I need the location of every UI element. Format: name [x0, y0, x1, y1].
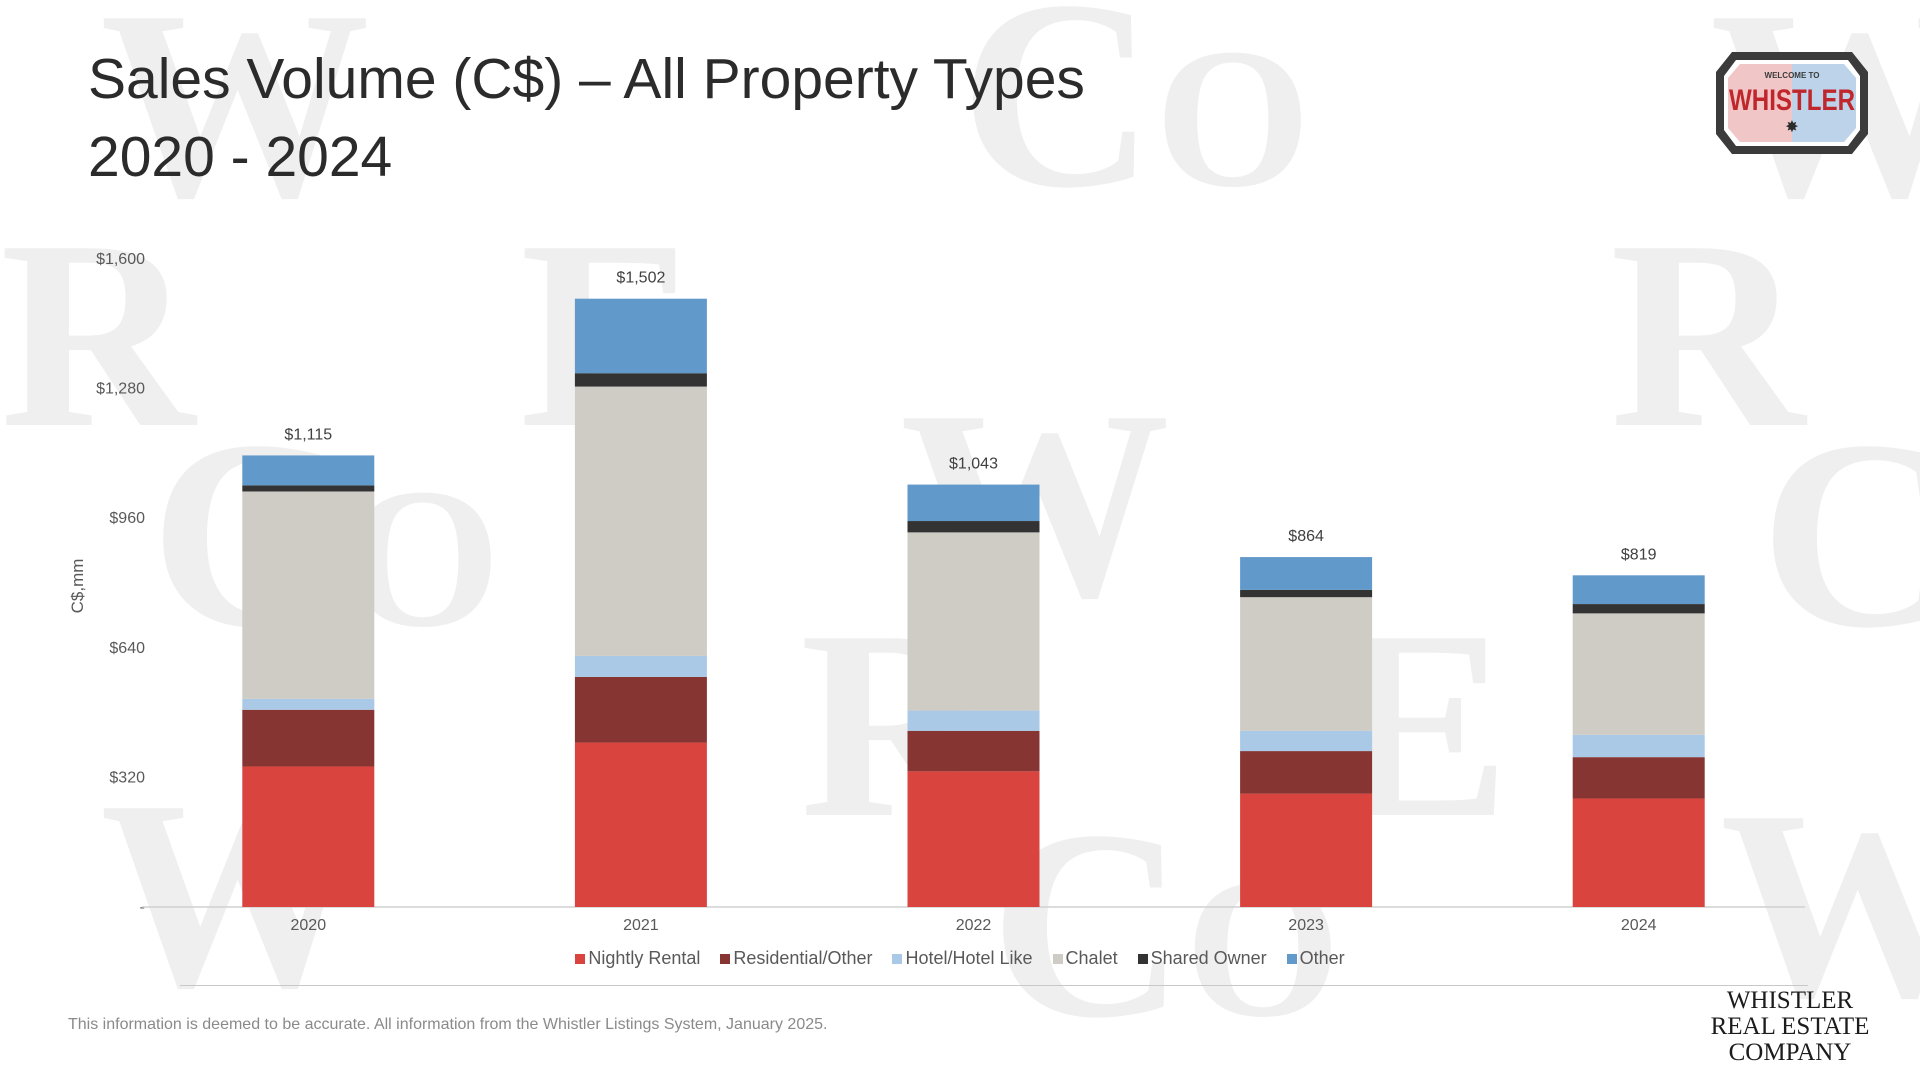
- bar-segment: [242, 766, 375, 907]
- footer-divider: [180, 985, 1808, 986]
- legend-swatch: [1052, 953, 1063, 964]
- y-axis-title: C$,mm: [68, 559, 87, 614]
- bar-segment: [242, 698, 375, 710]
- y-tick-label: $320: [109, 769, 145, 786]
- bar-segment: [1572, 613, 1705, 735]
- x-tick-label: 2021: [623, 917, 659, 934]
- bar-segment: [1240, 597, 1373, 731]
- total-label: $819: [1621, 546, 1657, 563]
- bar-segment: [574, 373, 707, 387]
- y-tick-label: $1,600: [96, 251, 145, 268]
- total-labels: $1,115 $1,502 $1,043 $864 $819: [284, 270, 1656, 564]
- legend-swatch: [1286, 953, 1297, 964]
- total-label: $1,115: [284, 426, 332, 443]
- company-line-3: COMPANY: [1728, 1039, 1852, 1066]
- x-tick-label: 2024: [1621, 917, 1657, 934]
- x-tick-label: 2020: [291, 917, 327, 934]
- logo-inner-left: [1728, 64, 1792, 142]
- total-label: $864: [1288, 528, 1324, 545]
- bar-segment: [1572, 575, 1705, 605]
- title-line-2: 2020 - 2024: [88, 125, 393, 189]
- bar-segment: [907, 771, 1040, 907]
- bar-segment: [907, 730, 1040, 772]
- bars: [242, 298, 1705, 907]
- legend-label: Residential/Other: [733, 948, 873, 968]
- company-line-1: WHISTLER: [1726, 987, 1854, 1014]
- bar-segment: [1572, 604, 1705, 614]
- bar-segment: [242, 491, 375, 699]
- bar-segment: [1240, 793, 1373, 907]
- legend-label: Nightly Rental: [588, 948, 701, 968]
- bar-segment: [574, 742, 707, 907]
- whistler-logo: WELCOME TO WHISTLER ✸: [1716, 52, 1868, 154]
- legend-item: Shared Owner: [1137, 948, 1267, 969]
- company-logo: WHISTLER REAL ESTATE COMPANY: [1690, 988, 1890, 1066]
- bar-segment: [1572, 798, 1705, 907]
- logo-main-text: WHISTLER: [1729, 84, 1855, 117]
- legend-swatch: [1137, 953, 1148, 964]
- x-axis: 2020 2021 2022 2023 2024: [291, 917, 1657, 934]
- legend-item: Other: [1286, 948, 1345, 969]
- bar-segment: [1240, 557, 1373, 590]
- legend-item: Chalet: [1052, 948, 1118, 969]
- bar-segment: [1240, 589, 1373, 598]
- total-label: $1,043: [949, 456, 998, 473]
- bar-segment: [907, 532, 1040, 711]
- bar-segment: [574, 386, 707, 656]
- logo-top-text: WELCOME TO: [1765, 71, 1820, 80]
- title-line-1: Sales Volume (C$) – All Property Types: [88, 47, 1085, 111]
- legend-item: Hotel/Hotel Like: [892, 948, 1033, 969]
- y-tick-label: $1,280: [96, 381, 145, 398]
- logo-inner-right: [1792, 64, 1856, 142]
- footnote: This information is deemed to be accurat…: [68, 1016, 828, 1033]
- legend-label: Other: [1299, 948, 1345, 968]
- legend-item: Nightly Rental: [575, 948, 700, 969]
- bar-segment: [1240, 751, 1373, 794]
- legend-label: Chalet: [1065, 948, 1118, 968]
- legend-label: Hotel/Hotel Like: [905, 948, 1033, 968]
- company-line-2: REAL ESTATE: [1710, 1013, 1870, 1040]
- bar-segment: [242, 485, 375, 492]
- logo-star-icon: ✸: [1785, 117, 1798, 136]
- bar-segment: [242, 709, 375, 767]
- bar-segment: [1572, 757, 1705, 799]
- bar-segment: [574, 655, 707, 677]
- bar-segment: [907, 521, 1040, 533]
- legend-swatch: [575, 953, 586, 964]
- legend-item: Residential/Other: [720, 948, 872, 969]
- legend-label: Shared Owner: [1150, 948, 1267, 968]
- bar-segment: [242, 455, 375, 486]
- bar-segment: [574, 298, 707, 374]
- x-tick-label: 2023: [1288, 917, 1324, 934]
- legend-swatch: [720, 953, 731, 964]
- total-label: $1,502: [616, 270, 665, 287]
- legend: Nightly Rental Residential/Other Hotel/Hot…: [0, 948, 1920, 969]
- bar-segment: [574, 676, 707, 743]
- y-tick-label: $960: [109, 510, 145, 527]
- y-tick-label: $640: [109, 640, 145, 657]
- bar-segment: [907, 484, 1040, 522]
- page-title: Sales Volume (C$) – All Property Types 2…: [88, 40, 1085, 196]
- bar-segment: [1572, 734, 1705, 758]
- legend-swatch: [892, 953, 903, 964]
- bar-segment: [1240, 730, 1373, 752]
- bar-segment: [907, 710, 1040, 731]
- y-axis: -$320$640$960$1,280$1,600: [96, 251, 145, 916]
- x-tick-label: 2022: [956, 917, 992, 934]
